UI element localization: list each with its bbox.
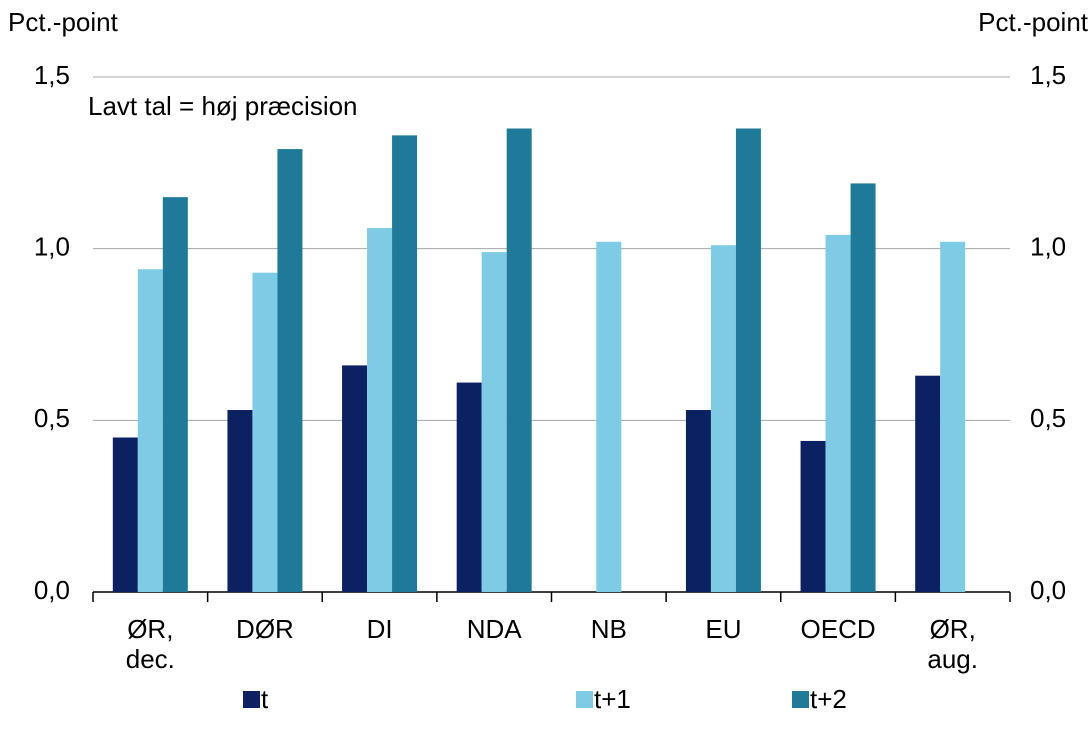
- legend-marker: [576, 691, 593, 708]
- bar: [506, 128, 532, 592]
- x-tick-label: NB: [590, 614, 627, 644]
- bar: [596, 241, 622, 593]
- bar: [342, 365, 368, 592]
- x-tick-label: EU: [705, 614, 742, 644]
- y2-axis-label: Pct.-point: [978, 7, 1088, 37]
- bar: [915, 375, 941, 592]
- bar: [252, 272, 278, 592]
- y2-tick-label: 1,5: [1030, 60, 1066, 90]
- bar: [940, 241, 966, 593]
- legend-label: t+1: [594, 684, 631, 714]
- y2-tick-label: 0,0: [1030, 575, 1066, 605]
- y-tick-label: 1,0: [34, 232, 70, 262]
- x-tick-label: NDA: [466, 614, 522, 644]
- bar: [685, 410, 711, 592]
- bar: [162, 197, 188, 592]
- y-tick-label: 1,5: [34, 60, 70, 90]
- bar: [850, 183, 876, 592]
- legend-label: t: [261, 684, 269, 714]
- bar: [277, 149, 303, 592]
- y-tick-label: 0,0: [34, 575, 70, 605]
- bar: [456, 382, 482, 592]
- bar: [227, 410, 253, 592]
- bar: [710, 245, 736, 592]
- bar: [481, 252, 507, 592]
- x-tick-label: ØR, aug.: [927, 614, 978, 674]
- y2-tick-label: 1,0: [1030, 232, 1066, 262]
- y-axis-label: Pct.-point: [8, 7, 119, 37]
- y-tick-label: 0,5: [34, 403, 70, 433]
- legend-label: t+2: [810, 684, 847, 714]
- annotation: Lavt tal = høj præcision: [88, 91, 358, 121]
- bar: [800, 440, 826, 592]
- legend-marker: [243, 691, 260, 708]
- bar: [367, 228, 393, 593]
- x-tick-label: OECD: [800, 614, 876, 644]
- bar: [137, 269, 163, 592]
- y2-tick-label: 0,5: [1030, 403, 1066, 433]
- x-tick-label: ØR, dec.: [125, 614, 175, 674]
- bar: [392, 135, 418, 592]
- x-tick-label: DØR: [236, 614, 294, 644]
- bar: [825, 234, 851, 592]
- bar: [112, 437, 138, 592]
- bar: [735, 128, 761, 592]
- legend-marker: [792, 691, 809, 708]
- x-tick-label: DI: [366, 614, 393, 644]
